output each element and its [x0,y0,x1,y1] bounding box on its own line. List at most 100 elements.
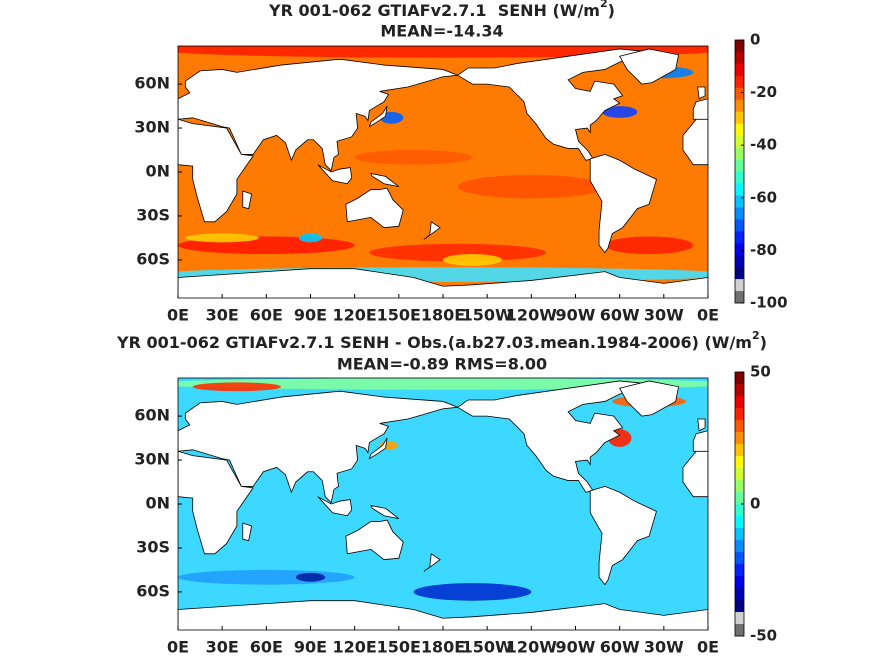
colorbar-segment [735,147,744,160]
colorbar-segment [735,99,744,113]
colorbar-segment [735,540,744,553]
colorbar-tick-label: -50 [750,627,777,645]
x-tick-label: 0E [697,638,719,657]
x-tick-label: 0E [167,638,189,657]
colorbar-segment [735,267,744,280]
y-tick-label: 60N [134,74,170,93]
land [697,418,706,432]
land [682,118,708,166]
colorbar-segment [735,468,744,481]
colorbar-segment [735,480,744,493]
x-tick-label: 60W [600,306,640,325]
field-anomaly [185,233,259,243]
land [345,187,404,229]
land [368,105,388,128]
land [682,450,708,498]
x-tick-label: 60E [250,638,283,657]
x-tick-label: 60W [600,638,640,657]
x-tick-label: 150E [377,638,421,657]
x-tick-label: 120W [506,306,557,325]
colorbar-segment [735,492,744,505]
colorbar-tick-label: -20 [750,83,777,101]
colorbar-segment [735,291,744,304]
x-tick-label: 30W [644,638,684,657]
colorbar-frame [734,39,745,304]
colorbar-segment [735,516,744,529]
x-tick-label: 150E [377,306,421,325]
field-anomaly [298,233,323,243]
field-anomaly [178,569,355,585]
colorbar-segment [735,231,744,244]
field-anomaly [443,254,502,266]
colorbar-segment [735,183,744,196]
x-tick-label: 150W [462,306,513,325]
x-tick-label: 150W [462,638,513,657]
field-anomaly [457,174,605,199]
colorbar-segment [735,75,744,89]
y-tick-label: 30S [136,205,170,224]
y-tick-label: 30S [136,537,170,556]
field-anomaly [295,572,326,582]
field-anomaly [369,243,547,262]
colorbar-tick-label: 50 [750,363,771,381]
colorbar-segment [735,384,744,397]
colorbar-segment [735,219,744,232]
colorbar-segment [735,123,744,136]
y-tick-label: 30N [134,118,170,137]
colorbar-segment [735,159,744,172]
colorbar-segment [735,195,744,208]
land [178,58,458,172]
title-text: YR 001-062 GTIAFv2.7.1 SENH - Obs.(a.b27… [116,333,752,352]
x-tick-label: 30W [644,306,684,325]
land [589,153,657,254]
field-anomaly [413,583,532,601]
land [692,430,708,452]
colorbar-segment [735,432,744,445]
map-panel: YR 001-062 GTIAFv2.7.1 SENH (W/m2) MEAN=-… [134,0,787,325]
x-tick-label: 90E [294,306,327,325]
land [368,437,388,460]
title-superscript: 2 [752,329,760,342]
land [242,190,253,210]
field-anomaly [604,236,694,255]
colorbar-segment [735,612,744,625]
colorbar-segment [735,171,744,184]
land [370,504,400,520]
y-tick-label: 30N [134,450,170,469]
x-tick-label: 90W [556,638,596,657]
x-tick-label: 120W [506,638,557,657]
y-tick-label: 60N [134,406,170,425]
land [423,553,441,572]
field [178,378,708,630]
land [619,380,680,417]
land [692,98,708,120]
colorbar-segment [735,255,744,268]
land [178,268,708,298]
colorbar-segment [735,504,744,517]
colorbar-segment [735,40,744,53]
x-tick-label: 180E [421,306,465,325]
colorbar-segment [735,456,744,469]
land [178,450,254,555]
colorbar-tick-label: -40 [750,136,777,154]
land [345,519,404,561]
land [423,221,441,240]
land [697,86,706,100]
title-superscript: 2 [600,0,608,10]
x-tick-label: 90W [556,306,596,325]
colorbar-segment [735,63,744,77]
land [242,522,253,542]
x-tick-label: 0E [167,306,189,325]
title-text: YR 001-062 GTIAFv2.7.1 SENH (W/m [268,1,600,20]
field [178,46,708,298]
x-tick-label: 30E [206,306,239,325]
colorbar-segment [735,279,744,292]
x-tick-label: 90E [294,638,327,657]
land [317,164,353,185]
field-anomaly [178,46,708,58]
field-anomaly [354,150,473,165]
colorbar-segment [735,528,744,541]
colorbar-tick-label: 0 [750,495,760,513]
y-tick-label: 60S [136,581,170,600]
y-tick-label: 0N [145,494,170,513]
